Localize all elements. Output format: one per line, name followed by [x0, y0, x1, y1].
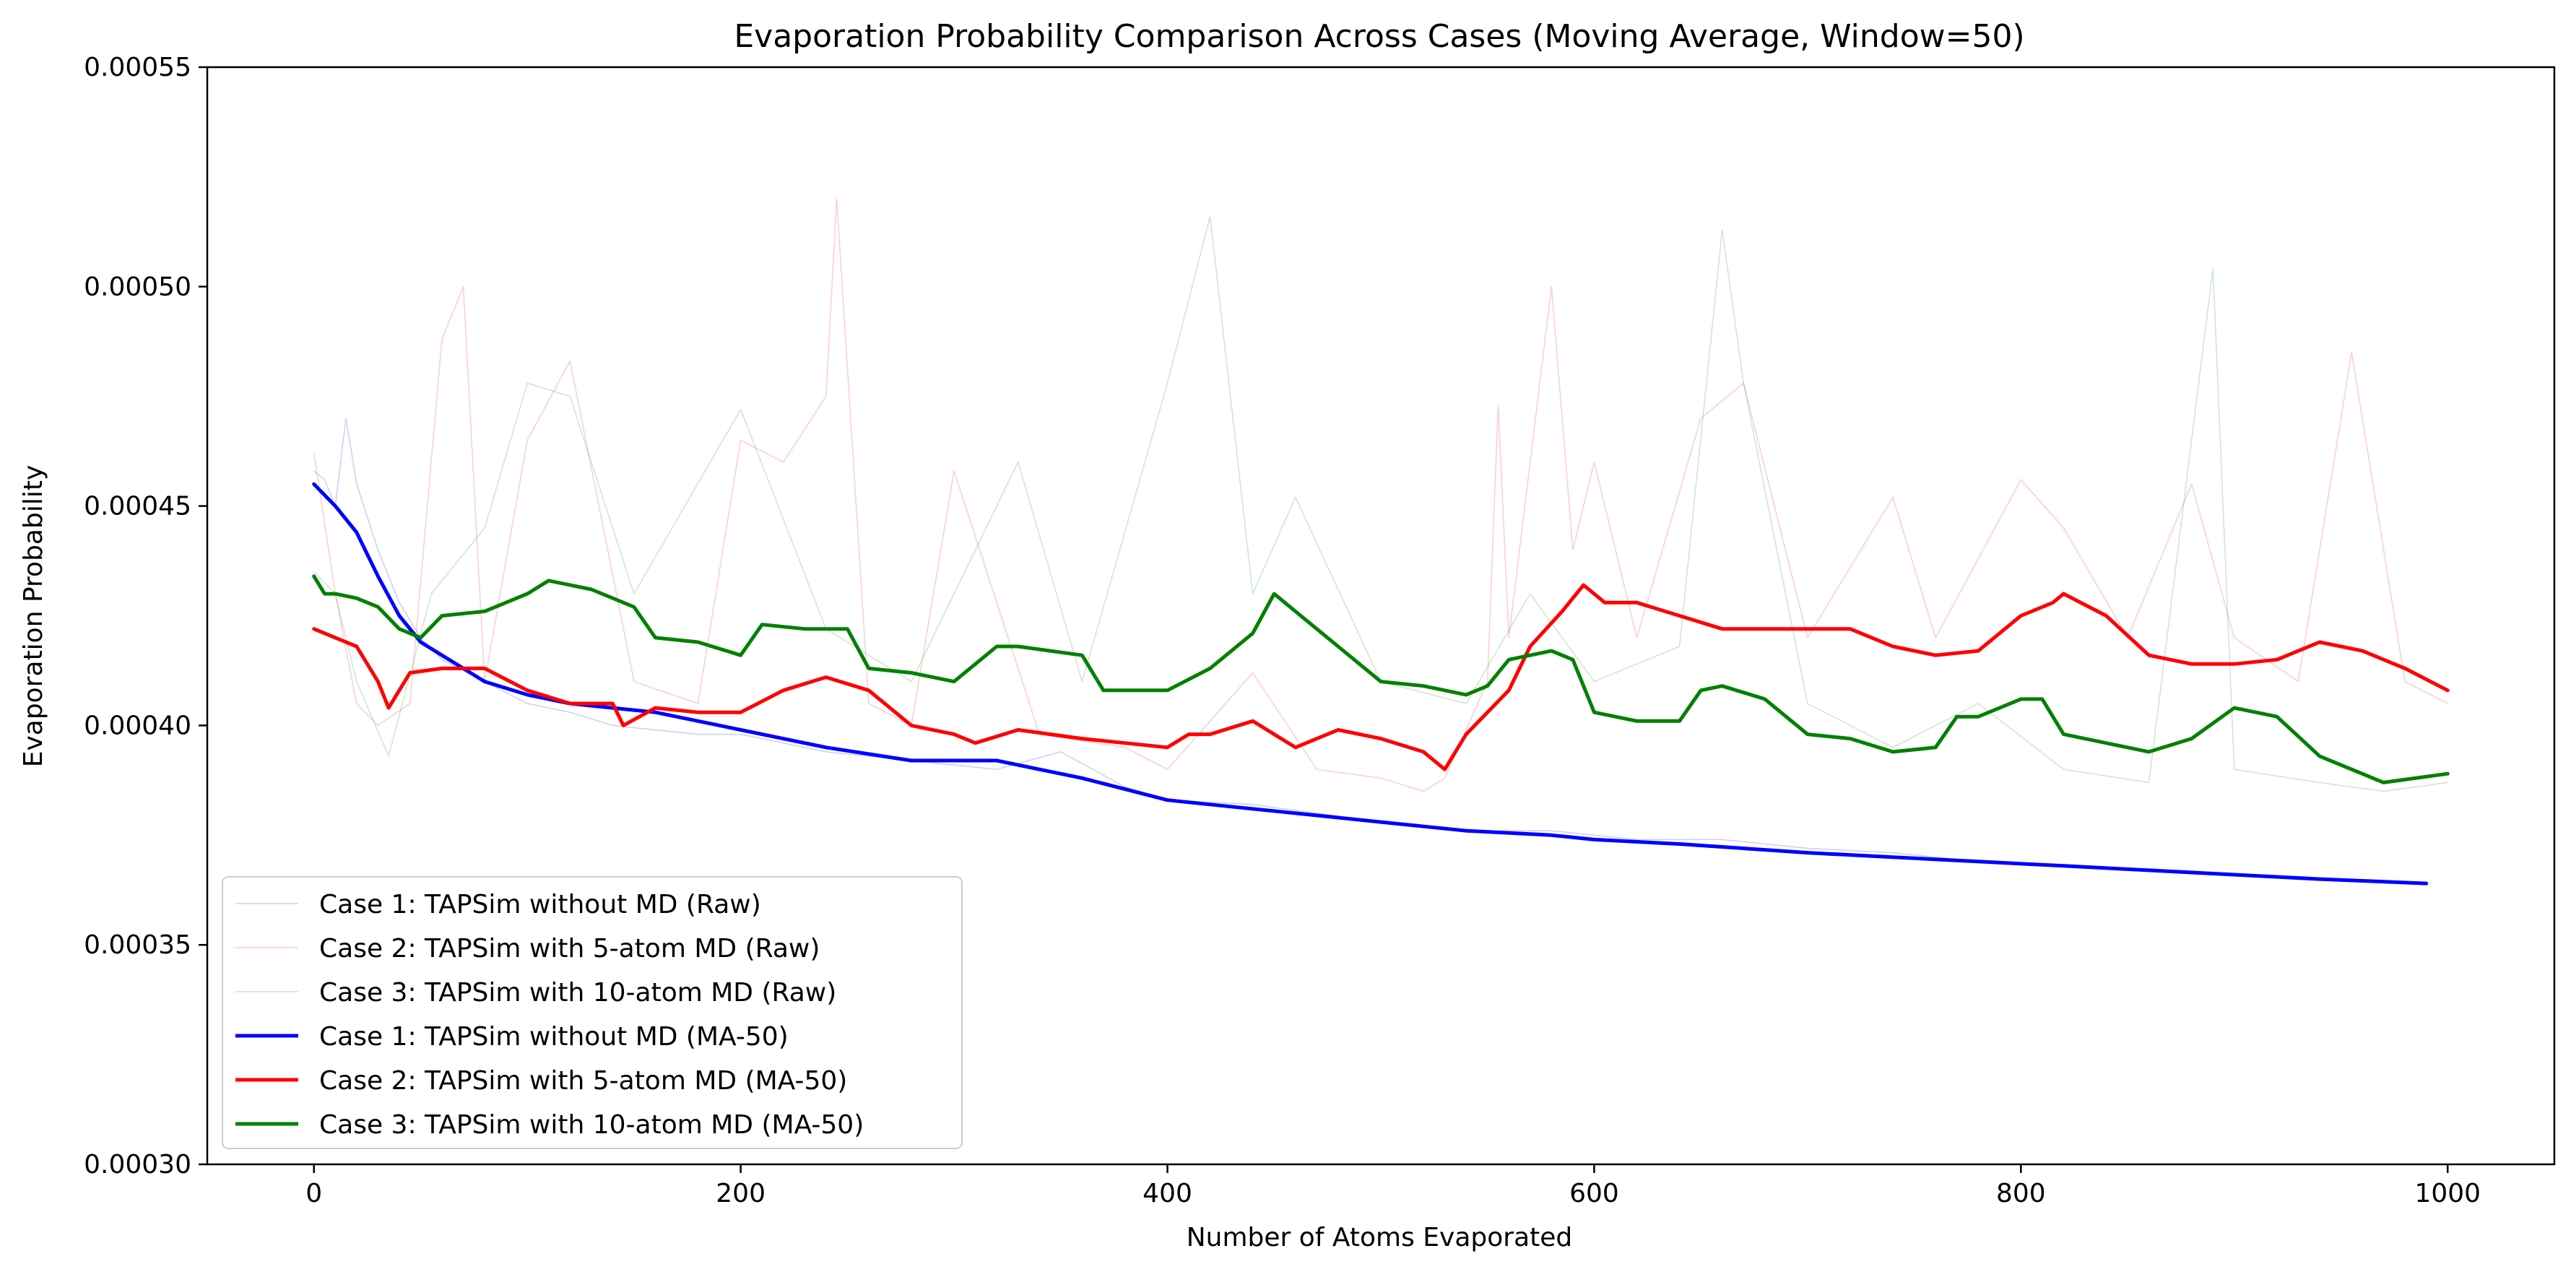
legend-box: [222, 876, 963, 1149]
x-tick-label: 400: [1142, 1179, 1192, 1208]
legend: Case 1: TAPSim without MD (Raw) Case 2: T…: [222, 876, 963, 1149]
legend-label-1: Case 1: TAPSim without MD (Raw): [319, 890, 761, 919]
x-tick-label: 800: [1996, 1179, 2046, 1208]
y-axis-label: Evaporation Probability: [19, 465, 48, 768]
legend-label-3: Case 3: TAPSim with 10-atom MD (Raw): [319, 978, 836, 1008]
series-layer: [312, 198, 2450, 886]
series-line-2: [313, 198, 2449, 792]
series-line-4: [312, 482, 2429, 886]
series-line-3: [313, 215, 2449, 792]
plot-frame: [206, 66, 2556, 1166]
series-line-6: [312, 574, 2450, 784]
y-tick-label: 0.00055: [84, 53, 191, 82]
y-tick-label: 0.00045: [84, 492, 191, 521]
x-tick-label: 0: [305, 1179, 322, 1208]
y-tick-label: 0.00040: [84, 711, 191, 740]
chart-title: Evaporation Probability Comparison Acros…: [734, 18, 2024, 55]
x-tick-label: 600: [1569, 1179, 1619, 1208]
x-axis: 0 200 400 600 800 1000: [305, 1164, 2481, 1208]
legend-label-5: Case 2: TAPSim with 5-atom MD (MA-50): [319, 1066, 847, 1096]
legend-label-6: Case 3: TAPSim with 10-atom MD (MA-50): [319, 1110, 864, 1140]
y-axis: 0.00030 0.00035 0.00040 0.00045 0.00050 0.000…: [84, 53, 207, 1179]
legend-label-2: Case 2: TAPSim with 5-atom MD (Raw): [319, 934, 820, 964]
y-tick-label: 0.00050: [84, 272, 191, 302]
y-tick-label: 0.00030: [84, 1150, 191, 1179]
x-tick-label: 1000: [2414, 1179, 2481, 1208]
legend-label-4: Case 1: TAPSim without MD (MA-50): [319, 1022, 789, 1052]
series-line-5: [312, 583, 2450, 771]
series-line-1: [313, 417, 2427, 884]
x-axis-label: Number of Atoms Evaporated: [1187, 1223, 1573, 1252]
y-tick-label: 0.00035: [84, 930, 191, 960]
x-tick-label: 200: [716, 1179, 766, 1208]
